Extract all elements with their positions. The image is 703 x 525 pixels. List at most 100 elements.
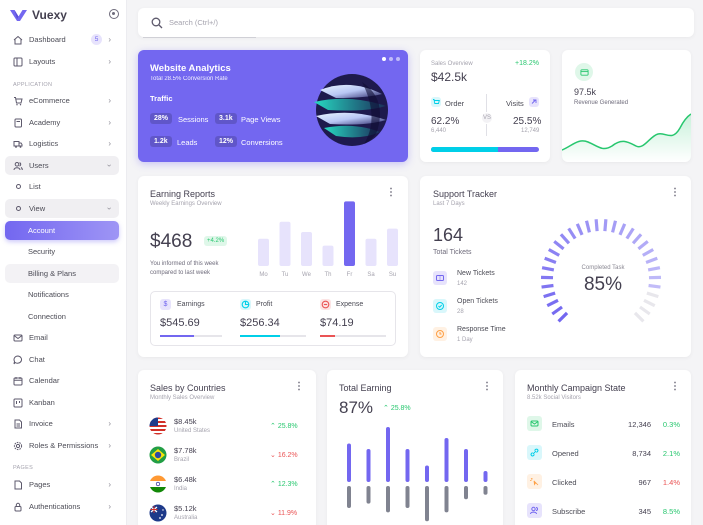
sidebar-item-label: Billing & Plans	[28, 269, 76, 278]
analytics-subtitle: Total 28.5% Conversion Rate	[150, 76, 228, 82]
countries-title: Sales by Countries	[150, 383, 226, 393]
earning-bar-up	[386, 427, 390, 482]
stat-label: Leads	[177, 138, 198, 147]
earning-reports-card: Earning Reports Weekly Earnings Overview…	[138, 176, 408, 357]
sidebar-item-users[interactable]: Users ›	[5, 156, 119, 175]
click-icon	[527, 474, 542, 489]
sidebar-item-label: Account	[28, 226, 56, 235]
cart-icon	[13, 96, 23, 106]
sidebar-item-notifications[interactable]: Notifications	[5, 285, 119, 304]
stat-value: 3.1k	[215, 113, 237, 124]
lock-icon	[13, 502, 23, 512]
chat-icon	[13, 354, 23, 365]
stat-label: Sessions	[178, 115, 209, 124]
sidebar-item-security[interactable]: Security	[5, 242, 119, 261]
invoice-icon	[13, 419, 23, 429]
campaign-title: Monthly Campaign State	[527, 383, 626, 393]
sidebar-item-calendar[interactable]: Calendar	[5, 371, 119, 390]
sidebar-item-users-view[interactable]: View ›	[5, 199, 119, 218]
sidebar-item-roles-permissions[interactable]: Roles & Permissions ›	[5, 436, 119, 455]
metric-label: Expense	[336, 301, 364, 308]
gauge-tick	[541, 266, 555, 272]
more-options-icon[interactable]: ⋮	[386, 187, 396, 198]
sidebar-item-academy[interactable]: Academy ›	[5, 113, 119, 132]
sales-label: Sales Overview	[431, 61, 473, 67]
campaign-row-label: Opened	[552, 449, 579, 458]
sidebar-item-invoice[interactable]: Invoice ›	[5, 414, 119, 433]
gauge-tick	[546, 298, 559, 308]
sidebar-item-account[interactable]: Account	[5, 221, 119, 240]
support-total-label: Total Tickets	[433, 249, 472, 256]
brand[interactable]: Vuexy	[10, 8, 67, 22]
sidebar-item-ecommerce[interactable]: eCommerce ›	[5, 91, 119, 110]
dashboard-count-badge: 5	[90, 34, 103, 45]
carousel-indicators[interactable]	[382, 57, 400, 61]
sidebar: Vuexy Dashboard 5 › Layouts › APPLICATIO…	[0, 0, 127, 525]
more-options-icon[interactable]: ⋮	[670, 381, 680, 392]
campaign-row-label: Subscribe	[552, 507, 586, 516]
bar-th	[322, 245, 334, 266]
sidebar-item-email[interactable]: Email	[5, 328, 119, 347]
sidebar-item-authentications[interactable]: Authentications ›	[5, 497, 119, 516]
arrow-down-icon: ⌄	[270, 452, 278, 459]
vuexy-logo-icon	[10, 9, 27, 21]
search-input[interactable]: Search (Ctrl+/)	[169, 18, 218, 27]
visits-label: Visits	[506, 99, 524, 108]
earning-bar-up	[483, 471, 488, 482]
more-options-icon[interactable]: ⋮	[294, 381, 304, 392]
sales-overview-card: Sales Overview +18.2% $42.5k Order 62.2%…	[420, 50, 550, 162]
sidebar-toggle-icon[interactable]	[109, 9, 119, 19]
earning-bar-down	[464, 486, 468, 500]
sidebar-item-users-list[interactable]: List	[5, 177, 119, 196]
more-options-icon[interactable]: ⋮	[482, 381, 492, 392]
country-change: ⌃ 12.3%	[270, 480, 298, 488]
check-circle-icon	[433, 299, 447, 313]
bar-su	[387, 228, 398, 266]
earning-change-badge: +4.2%	[204, 236, 228, 246]
sidebar-item-chat[interactable]: Chat	[5, 350, 119, 369]
more-options-icon[interactable]: ⋮	[670, 187, 680, 198]
gauge-tick	[637, 240, 649, 251]
sidebar-item-label: Invoice	[29, 419, 53, 428]
section-label-application: APPLICATION	[13, 82, 53, 88]
sidebar-item-billing-plans[interactable]: Billing & Plans	[5, 264, 119, 283]
us-flag-icon	[149, 417, 167, 435]
earning-total: $468	[150, 231, 193, 252]
mail-icon	[527, 416, 542, 431]
support-row-label: Response Time	[457, 326, 506, 333]
sidebar-item-label: eCommerce	[29, 96, 70, 105]
sales-change: +18.2%	[515, 60, 539, 67]
sidebar-item-logistics[interactable]: Logistics ›	[5, 134, 119, 153]
sidebar-item-connection[interactable]: Connection	[5, 307, 119, 326]
campaign-row-pct: 2.1%	[662, 449, 680, 458]
chevron-right-icon: ›	[108, 502, 111, 511]
country-value: $7.78k	[174, 446, 197, 455]
sidebar-item-kanban[interactable]: Kanban	[5, 393, 119, 412]
support-row-label: Open Tickets	[457, 298, 498, 305]
chevron-right-icon: ›	[108, 139, 111, 148]
chevron-right-icon: ›	[108, 419, 111, 428]
search-bar[interactable]: Search (Ctrl+/)	[138, 8, 694, 37]
x-tick-we: We	[302, 272, 312, 278]
chevron-down-icon: ›	[105, 164, 115, 167]
dollar-icon: $	[160, 299, 171, 310]
sidebar-item-dashboard[interactable]: Dashboard 5 ›	[5, 30, 119, 49]
chevron-right-icon: ›	[108, 441, 111, 450]
sidebar-item-pages[interactable]: Pages ›	[5, 475, 119, 494]
gauge-tick	[543, 291, 556, 299]
users-icon	[13, 161, 23, 171]
earning-bar-up	[405, 449, 410, 482]
total-earning-change: ⌃ 25.8%	[383, 404, 411, 412]
bar-tu	[279, 221, 291, 266]
home-icon	[13, 35, 23, 45]
gauge-tick	[631, 233, 643, 245]
country-name: United States	[174, 428, 211, 434]
card-icon	[320, 299, 331, 310]
metric-track	[160, 335, 222, 337]
country-change-value: 16.2%	[277, 452, 298, 459]
gauge-tick	[643, 298, 656, 308]
sidebar-item-layouts[interactable]: Layouts ›	[5, 52, 119, 71]
arrow-up-icon: ⌃	[270, 423, 278, 430]
analytics-title: Website Analytics	[150, 63, 231, 74]
visits-count: 12,749	[521, 128, 540, 134]
